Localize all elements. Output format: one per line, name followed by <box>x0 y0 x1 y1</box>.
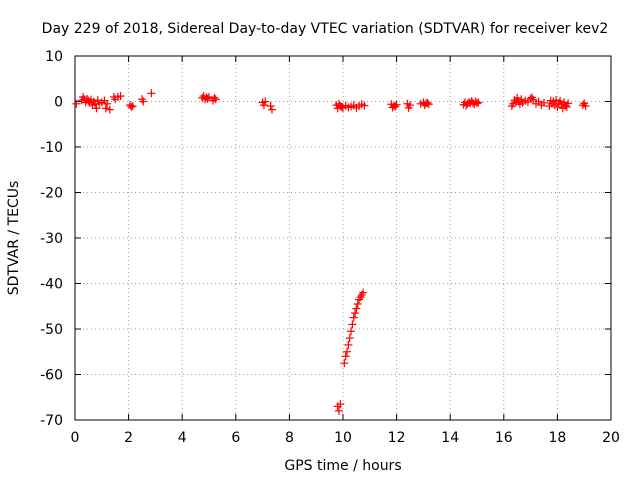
data-point <box>128 102 137 111</box>
data-point <box>334 406 343 415</box>
data-point <box>147 89 156 98</box>
data-point <box>406 101 414 110</box>
y-tick-label: -10 <box>40 140 63 156</box>
x-tick-label: 12 <box>388 430 406 446</box>
data-point <box>349 313 358 322</box>
data-point <box>139 97 148 106</box>
data-point <box>473 99 481 108</box>
y-tick-label: 10 <box>45 49 63 65</box>
y-tick-label: -20 <box>40 186 63 202</box>
data-point <box>259 101 268 110</box>
data-point <box>360 101 369 110</box>
data-point <box>83 94 92 103</box>
x-tick-label: 0 <box>71 430 80 446</box>
x-tick-label: 16 <box>495 430 513 446</box>
data-point <box>392 100 401 109</box>
data-point <box>266 102 275 111</box>
x-axis-label: GPS time / hours <box>284 458 401 474</box>
data-point <box>540 98 548 107</box>
y-axis-label: SDTVAR / TECUs <box>6 181 22 296</box>
data-point <box>474 98 483 107</box>
y-tick-label: -70 <box>40 413 63 429</box>
data-point <box>513 93 522 102</box>
data-point <box>517 95 526 104</box>
data-point <box>391 102 400 111</box>
x-tick-label: 14 <box>441 430 459 446</box>
data-point <box>210 93 219 102</box>
y-tick-label: -40 <box>40 277 63 293</box>
x-tick-label: 2 <box>124 430 133 446</box>
chart-title: Day 229 of 2018, Sidereal Day-to-day VTE… <box>42 21 609 37</box>
data-point <box>343 347 352 356</box>
x-tick-label: 20 <box>602 430 620 446</box>
data-point <box>93 96 102 105</box>
data-point <box>562 102 571 111</box>
data-point <box>337 102 346 111</box>
y-tick-label: 0 <box>54 95 63 111</box>
data-point <box>72 99 81 108</box>
data-point <box>423 98 432 107</box>
data-point <box>103 99 112 108</box>
x-tick-label: 6 <box>231 430 240 446</box>
x-tick-label: 18 <box>548 430 566 446</box>
data-point <box>348 320 357 329</box>
data-point <box>353 299 362 308</box>
data-point <box>116 92 125 101</box>
x-tick-label: 10 <box>334 430 352 446</box>
y-tick-label: -60 <box>40 368 63 384</box>
data-point <box>101 104 110 113</box>
data-point <box>336 400 345 409</box>
data-point <box>341 352 350 361</box>
data-point <box>127 102 136 111</box>
data-point <box>211 95 220 104</box>
data-point <box>105 105 114 114</box>
data-point <box>203 94 212 103</box>
data-point <box>345 334 354 343</box>
data-point <box>564 99 573 108</box>
data-point <box>351 309 360 318</box>
y-tick-label: -30 <box>40 231 63 247</box>
data-point <box>347 327 356 336</box>
data-point <box>581 102 590 111</box>
data-point <box>340 359 349 368</box>
y-tick-label: -50 <box>40 322 63 338</box>
data-point <box>553 102 562 111</box>
data-point <box>92 104 101 113</box>
y-axis: 10 0 -10 -20 -30 -40 -50 -60 -70 <box>40 49 611 429</box>
grid <box>75 56 611 420</box>
data-series <box>72 89 590 415</box>
data-point <box>359 288 368 297</box>
data-point <box>261 97 270 106</box>
x-tick-label: 4 <box>178 430 187 446</box>
data-point <box>529 95 538 104</box>
data-point <box>424 100 433 109</box>
data-point <box>344 340 353 349</box>
data-point <box>267 105 276 114</box>
x-tick-label: 8 <box>285 430 294 446</box>
data-point <box>352 304 361 313</box>
x-axis: 0 2 4 6 8 10 12 14 16 18 20 <box>71 56 620 446</box>
data-point <box>205 92 213 101</box>
